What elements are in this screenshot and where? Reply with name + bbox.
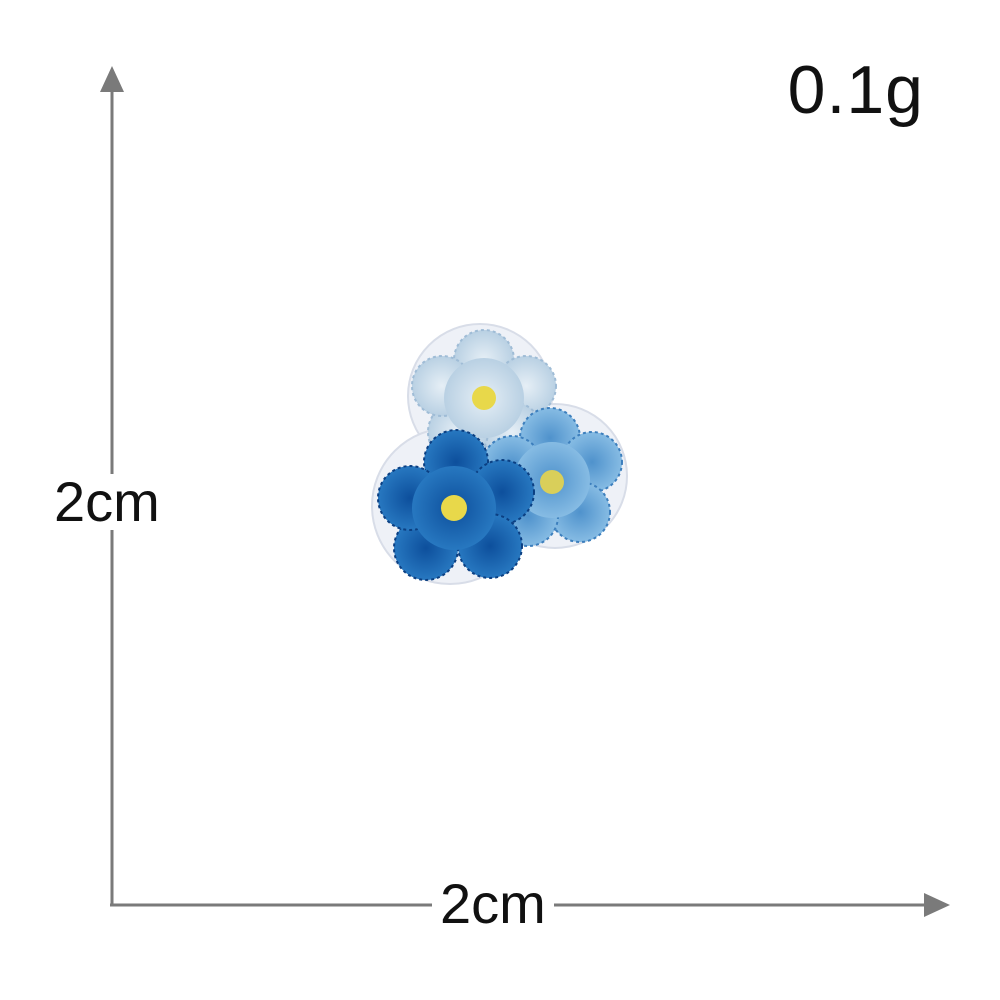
embroidered-flower-patch-image (371, 323, 628, 585)
flower-center (441, 495, 467, 521)
weight-label: 0.1g (787, 52, 924, 128)
flower-center (472, 386, 496, 410)
height-label: 2cm (46, 474, 168, 530)
width-label: 2cm (432, 876, 554, 932)
right-arrow-icon (924, 893, 950, 917)
up-arrow-icon (100, 66, 124, 92)
dark-blue-flower (377, 429, 535, 581)
flower-center (540, 470, 564, 494)
